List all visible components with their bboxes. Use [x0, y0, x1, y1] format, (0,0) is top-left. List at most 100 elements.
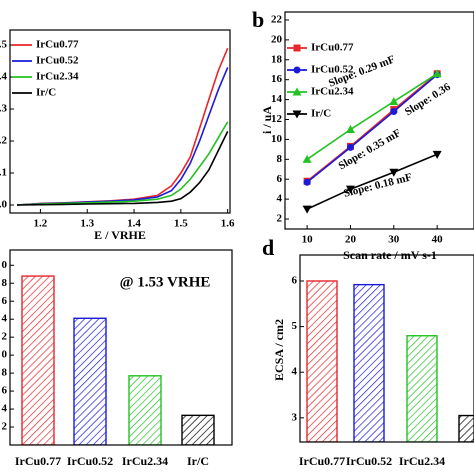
bar — [128, 375, 162, 445]
x-tick-label: 10 — [302, 234, 314, 246]
x-tick-label: Ir/C — [187, 454, 209, 468]
y-tick-label: .3 — [0, 103, 8, 115]
legend-label: IrCu2.34 — [36, 71, 79, 83]
bar — [181, 414, 215, 445]
plot-frame — [9, 29, 231, 214]
series-line — [16, 131, 229, 206]
y-tick-label: .2 — [0, 135, 8, 147]
y-tick-label: 8 — [2, 277, 8, 289]
series-line — [306, 74, 438, 183]
y-tick-label: 0 — [2, 259, 8, 271]
series-line — [306, 153, 438, 210]
y-tick-label: 4 — [277, 193, 283, 205]
x-tick-label: IrCu2.34 — [122, 454, 168, 468]
x-tick-label: 1.2 — [34, 218, 48, 230]
y-tick-label: 4 — [292, 366, 298, 378]
legend-label: IrCu0.52 — [311, 64, 354, 76]
y-tick-label: .0 — [0, 199, 8, 211]
marker — [302, 205, 312, 214]
y-tick-label: 18 — [271, 53, 283, 65]
marker — [432, 150, 442, 159]
y-tick-label: 6 — [2, 295, 8, 307]
bar — [21, 275, 55, 445]
annotation: Slope: 0.36 — [403, 81, 453, 119]
x-tick-label: IrCu0.52 — [67, 454, 113, 468]
marker — [346, 143, 354, 151]
marker — [345, 124, 355, 133]
marker — [345, 185, 355, 194]
legend-marker — [292, 87, 302, 96]
legend-label: Ir/C — [311, 108, 331, 120]
plot-area — [16, 47, 229, 206]
legend-marker — [293, 44, 301, 52]
y-tick-label: 22 — [271, 13, 283, 25]
legend-label: IrCu2.34 — [311, 86, 354, 98]
bar — [73, 317, 107, 445]
x-tick-label: IrCu2.34 — [399, 454, 445, 468]
y-tick-label: 2 — [277, 213, 283, 225]
annotation: @ 1.53 VRHE — [120, 274, 211, 290]
annotation: Slope: 0.18 mF — [342, 171, 413, 200]
y-tick-label: 5 — [292, 320, 298, 332]
y-tick-label: 0 — [2, 349, 8, 361]
plot-frame — [299, 254, 474, 443]
series-line — [16, 121, 229, 206]
y-tick-label: 6 — [292, 275, 298, 287]
y-axis-label: i / uA — [260, 106, 274, 134]
legend-label: IrCu0.77 — [311, 42, 354, 54]
y-tick-label: 8 — [277, 153, 283, 165]
marker — [389, 97, 399, 106]
x-axis-label: E / VRHE — [94, 228, 146, 242]
y-tick-label: 8 — [2, 367, 8, 379]
y-tick-label: 6 — [2, 385, 8, 397]
x-tick-label: 1.5 — [174, 218, 188, 230]
panel-label: d — [262, 235, 274, 260]
panel-label: b — [252, 7, 264, 32]
bar — [306, 280, 338, 442]
x-tick-label: 1.3 — [80, 218, 94, 230]
marker — [303, 178, 311, 186]
marker — [390, 108, 398, 116]
bar — [458, 414, 474, 442]
legend-marker — [293, 66, 301, 74]
plot-area — [306, 280, 474, 442]
x-tick-label: 1.6 — [221, 218, 235, 230]
bar — [406, 335, 438, 442]
marker — [389, 168, 399, 177]
plot-frame — [284, 11, 474, 230]
y-tick-label: 14 — [271, 93, 283, 105]
series-line — [306, 73, 438, 160]
y-tick-label: 12 — [271, 113, 283, 125]
x-tick-label: IrCu0.77 — [299, 454, 345, 468]
marker — [432, 69, 442, 78]
y-tick-label: 4 — [2, 313, 8, 325]
legend-label: IrCu0.77 — [36, 39, 79, 51]
legend-label: Ir/C — [36, 87, 56, 99]
y-tick-label: 16 — [271, 73, 283, 85]
x-tick-label: IrCu0.52 — [346, 454, 392, 468]
y-tick-label: 2 — [2, 331, 8, 343]
y-tick-label: 3 — [292, 411, 298, 423]
y-tick-label: .5 — [0, 39, 8, 51]
legend-marker — [292, 110, 302, 119]
plot-frame — [9, 249, 233, 446]
y-tick-label: 20 — [271, 33, 283, 45]
x-tick-label: IrCu0.77 — [15, 454, 61, 468]
legend-label: IrCu0.52 — [36, 55, 79, 67]
x-tick-label: 30 — [388, 234, 400, 246]
bar — [353, 283, 385, 442]
plot-area — [21, 275, 215, 445]
y-tick-label: 4 — [2, 403, 8, 415]
plot-area — [302, 69, 442, 214]
x-tick-label: 20 — [345, 234, 357, 246]
marker — [302, 154, 312, 163]
y-tick-label: .4 — [0, 71, 8, 83]
y-tick-label: 6 — [277, 173, 283, 185]
x-tick-label: 40 — [432, 234, 444, 246]
x-tick-label: 1.4 — [127, 218, 141, 230]
y-tick-label: .1 — [0, 167, 7, 179]
y-axis-label: ECSA / cm2 — [272, 319, 286, 381]
y-tick-label: 10 — [271, 133, 283, 145]
y-tick-label: 2 — [2, 421, 8, 433]
